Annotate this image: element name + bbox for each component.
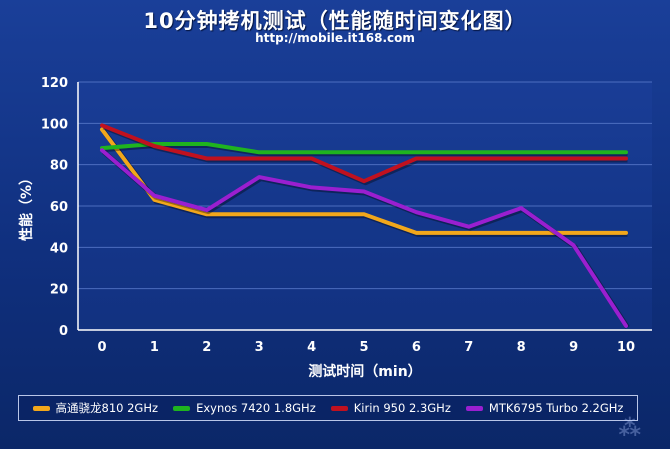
chart-title: 10分钟拷机测试（性能随时间变化图） xyxy=(143,9,527,33)
y-tick-label: 0 xyxy=(59,324,68,339)
legend-swatch xyxy=(173,405,191,411)
x-tick-label: 0 xyxy=(97,340,106,355)
chart-subtitle: http://mobile.it168.com xyxy=(255,31,415,45)
y-axis-label: 性能（%） xyxy=(18,171,35,241)
y-tick-label: 60 xyxy=(50,200,68,215)
legend-item: Exynos 7420 1.8GHz xyxy=(173,401,316,415)
y-tick-label: 100 xyxy=(41,117,68,132)
x-tick-label: 9 xyxy=(569,340,578,355)
series-line-0 xyxy=(100,127,628,235)
legend-swatch xyxy=(330,405,348,411)
legend-item: Kirin 950 2.3GHz xyxy=(330,401,451,415)
x-tick-label: 2 xyxy=(202,340,211,355)
legend-label: 高通骁龙810 2GHz xyxy=(55,401,159,415)
legend-label: MTK6795 Turbo 2.2GHz xyxy=(488,401,624,415)
x-tick-label: 8 xyxy=(517,340,526,355)
y-tick-label: 20 xyxy=(50,283,68,298)
x-axis-label: 测试时间（min） xyxy=(308,363,421,380)
x-tick-label: 10 xyxy=(617,340,635,355)
chart-legend: 高通骁龙810 2GHz Exynos 7420 1.8GHz Kirin 950 … xyxy=(18,395,638,421)
y-tick-label: 40 xyxy=(50,241,68,256)
watermark-graphic: ⁂ xyxy=(618,416,642,441)
x-tick-label: 6 xyxy=(412,340,421,355)
x-tick-label: 1 xyxy=(150,340,159,355)
legend-label: Exynos 7420 1.8GHz xyxy=(196,401,316,415)
x-tick-label: 7 xyxy=(464,340,473,355)
series-line-1 xyxy=(100,142,628,155)
y-tick-label: 120 xyxy=(41,76,68,91)
legend-label: Kirin 950 2.3GHz xyxy=(353,401,451,415)
y-tick-label: 80 xyxy=(50,159,68,174)
x-tick-label: 5 xyxy=(359,340,368,355)
legend-item: MTK6795 Turbo 2.2GHz xyxy=(465,401,624,415)
series-line-2 xyxy=(100,123,628,184)
legend-item: 高通骁龙810 2GHz xyxy=(32,400,159,416)
x-tick-label: 4 xyxy=(307,340,316,355)
legend-swatch xyxy=(465,405,483,411)
series-line-3 xyxy=(100,148,628,328)
legend-swatch xyxy=(32,405,50,411)
x-tick-label: 3 xyxy=(255,340,264,355)
